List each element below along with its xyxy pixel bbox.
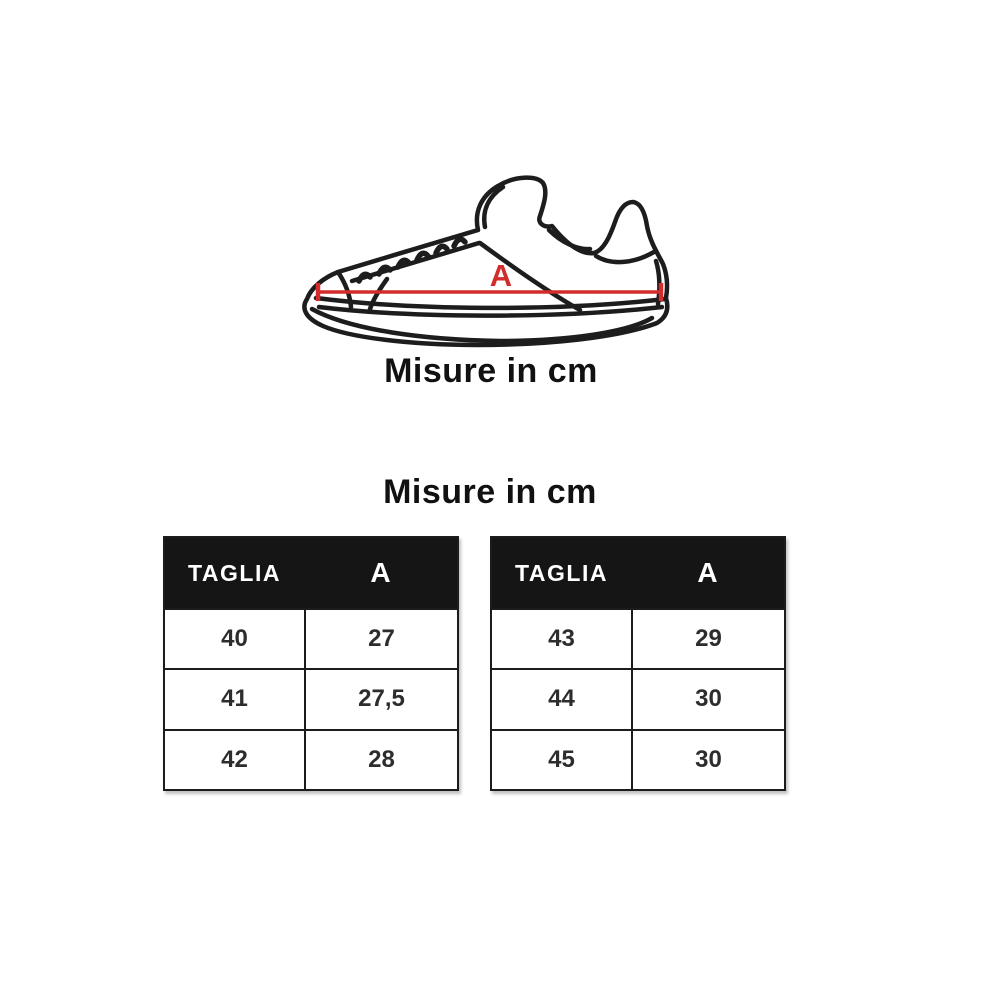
measurement-cell: 30	[631, 730, 784, 789]
tables-section-title: Misure in cm	[383, 473, 597, 511]
size-table-right: TAGLIA A 43 29 44 30 45 30	[490, 536, 786, 791]
measurement-cell: 29	[631, 610, 784, 669]
measurement-cell: 27,5	[304, 670, 457, 729]
size-cell: 41	[221, 685, 248, 713]
header-cell-a: A	[370, 557, 391, 588]
size-cell: 42	[221, 745, 248, 773]
measure-line-a: A	[315, 258, 664, 301]
table-row: 42 28	[165, 728, 457, 789]
table-row: 44 30	[492, 668, 784, 729]
measurement-cell: 28	[304, 730, 457, 789]
table-header-row: TAGLIA A	[492, 538, 784, 608]
size-table-left: TAGLIA A 40 27 41 27,5 42 28	[163, 536, 459, 791]
table-row: 43 29	[492, 608, 784, 669]
size-cell: 40	[221, 625, 248, 653]
table-row: 40 27	[165, 608, 457, 669]
size-cell: 43	[548, 625, 575, 653]
size-cell: 45	[548, 745, 575, 773]
size-cell: 44	[548, 685, 575, 713]
shoe-laces	[356, 236, 468, 284]
table-row: 41 27,5	[165, 668, 457, 729]
measure-label-a: A	[490, 258, 512, 293]
header-cell-taglia: TAGLIA	[515, 559, 608, 586]
table-header-row: TAGLIA A	[165, 538, 457, 608]
header-cell-taglia: TAGLIA	[188, 559, 281, 586]
measurement-cell: 27	[304, 610, 457, 669]
header-cell-a: A	[697, 557, 718, 588]
table-row: 45 30	[492, 728, 784, 789]
sneaker-line-drawing: A	[302, 175, 670, 348]
measurement-cell: 30	[631, 670, 784, 729]
diagram-caption: Misure in cm	[384, 352, 598, 390]
